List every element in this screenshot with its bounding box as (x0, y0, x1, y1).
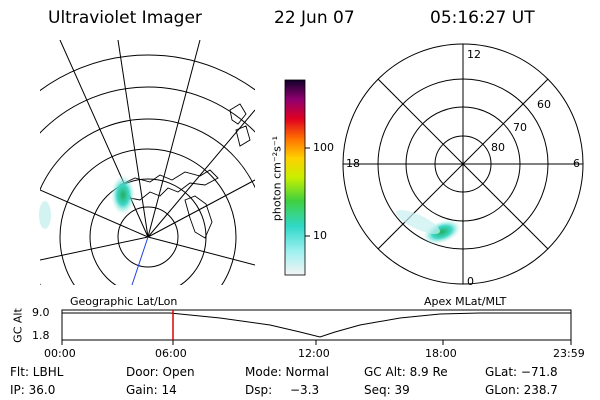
aurora-oval-geo (111, 175, 135, 215)
mlt-label-top: 12 (467, 48, 481, 61)
colorbar-unit-label: photon cm⁻²s⁻¹ (270, 135, 284, 222)
glat-readout: GLat: −71.8 (485, 365, 558, 379)
date-readout: 22 Jun 07 (274, 8, 355, 28)
timeline-xtick-2: 12:00 (298, 347, 330, 360)
dsp-value: −3.3 (290, 383, 320, 397)
polar-panel-label: Apex MLat/MLT (424, 295, 507, 308)
app-title: Ultraviolet Imager (48, 8, 202, 28)
colorbar-tick-100: 100 (313, 141, 334, 154)
timeline-xtick-1: 06:00 (155, 347, 187, 360)
seq-readout: Seq: 39 (364, 383, 410, 397)
timeline-ytick-high: 9.0 (32, 306, 50, 319)
door-readout: Door: Open (126, 365, 195, 379)
mlat-label-70: 70 (513, 121, 527, 134)
dsp-label: Dsp: (245, 383, 273, 397)
orbit-timeline (61, 309, 572, 341)
mlat-label-60: 60 (537, 98, 551, 111)
polar-grid (342, 43, 584, 285)
flt-readout: Flt: LBHL (10, 365, 64, 379)
timeline-xtick-3: 18:00 (425, 347, 457, 360)
glon-readout: GLon: 238.7 (485, 383, 558, 397)
timeline-ylabel: GC Alt (11, 308, 25, 343)
timeline-ytick-low: 1.8 (32, 329, 50, 342)
gc-alt-readout: GC Alt: 8.9 Re (364, 365, 448, 379)
timeline-xtick-4: 23:59 (553, 347, 585, 360)
mlt-label-bottom: 0 (467, 275, 474, 288)
mlt-label-left: 18 (346, 157, 360, 170)
colorbar-tick-10: 10 (313, 229, 327, 242)
altitude-curve (62, 312, 571, 338)
mlat-label-80: 80 (491, 141, 505, 154)
colorbar (284, 79, 306, 276)
mode-readout: Mode: Normal (245, 365, 329, 379)
timeline-xtick-0: 00:00 (44, 347, 76, 360)
gain-readout: Gain: 14 (126, 383, 177, 397)
time-readout: 05:16:27 UT (430, 8, 535, 28)
ip-readout: IP: 36.0 (10, 383, 56, 397)
mlt-label-right: 6 (573, 157, 580, 170)
geo-panel-label: Geographic Lat/Lon (70, 295, 178, 308)
